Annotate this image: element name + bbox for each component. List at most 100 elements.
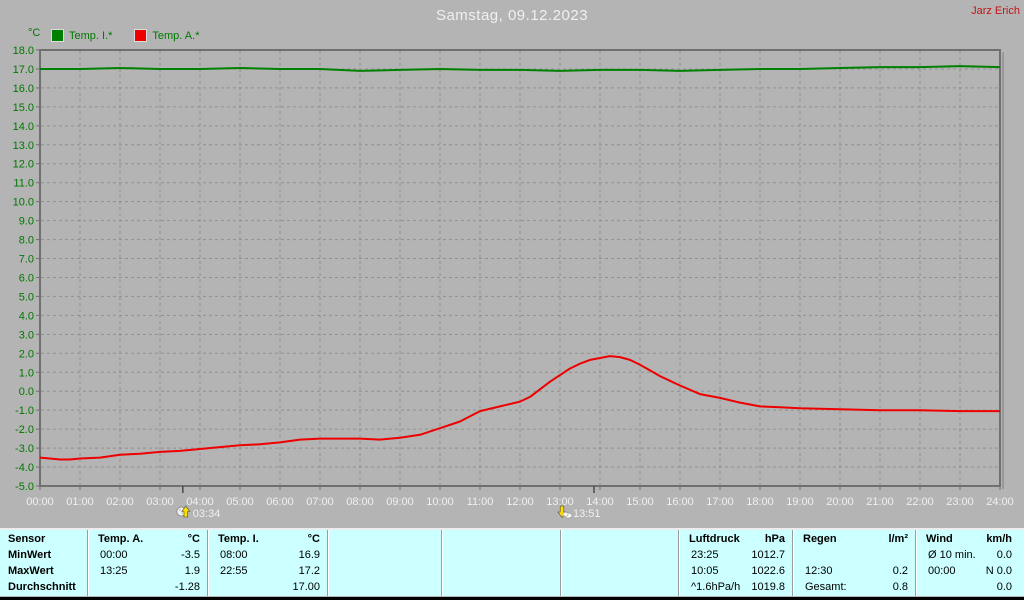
y-axis-unit-label: °C: [28, 27, 41, 39]
table-cell-time: Gesamt:: [805, 581, 847, 593]
x-axis-tick-label: 08:00: [346, 496, 374, 508]
table-col-header: Temp. A.: [98, 533, 144, 545]
table-col-unit: l/m²: [888, 533, 908, 545]
x-axis-tick-label: 24:00: [986, 496, 1014, 508]
table-col-unit: hPa: [764, 533, 785, 545]
series-line-temp-a: [39, 355, 1000, 461]
legend-item-temp-a: Temp. A.*: [134, 29, 199, 42]
table-column-separator: [87, 530, 88, 596]
table-cell-time: ^1.6hPa/h: [691, 581, 741, 593]
x-axis-tick-label: 03:00: [146, 496, 174, 508]
legend-label-temp-i: Temp. I.*: [69, 29, 113, 42]
table-cell-time: 00:00: [928, 565, 956, 577]
user-name: Jarz Erich: [971, 5, 1020, 17]
table-cell-value: N 0.0: [985, 565, 1012, 577]
y-axis-tick-label: 7.0: [19, 254, 34, 266]
x-axis-tick-label: 05:00: [226, 496, 254, 508]
table-row-label: Durchschnitt: [8, 581, 76, 593]
y-axis-tick-label: 8.0: [19, 235, 34, 247]
x-axis-tick-label: 16:00: [666, 496, 694, 508]
y-axis-tick-label: 9.0: [19, 216, 34, 228]
table-cell-value: 17.00: [292, 581, 320, 593]
table-cell-time: 23:25: [691, 549, 719, 561]
table-cell-time: 08:00: [220, 549, 248, 561]
table-col-unit: °C: [187, 533, 200, 545]
y-axis-tick-label: 18.0: [13, 45, 34, 57]
table-cell-value: 16.9: [298, 549, 320, 561]
y-axis-tick-label: 13.0: [13, 140, 34, 152]
marker-time-label: 03:34: [193, 508, 221, 520]
x-axis-tick-label: 10:00: [426, 496, 454, 508]
table-cell-value: 1022.6: [751, 565, 785, 577]
y-axis-tick-label: 0.0: [19, 386, 34, 398]
y-axis-tick-label: 11.0: [13, 178, 34, 190]
x-axis-tick-label: 01:00: [66, 496, 94, 508]
arrow-up-icon: [181, 505, 191, 518]
table-cell-value: -1.28: [174, 581, 200, 593]
table-col-unit: °C: [307, 533, 320, 545]
table-cell-time: Ø 10 min.: [928, 549, 976, 561]
table-row-label: MaxWert: [8, 565, 54, 577]
marker-time-label: 13:51: [573, 508, 601, 520]
y-axis-tick-label: 4.0: [19, 310, 34, 322]
y-axis-tick-label: 1.0: [19, 367, 34, 379]
temp-i-swatch-icon: [51, 29, 64, 42]
table-cell-value: 1019.8: [751, 581, 785, 593]
x-axis-tick-label: 23:00: [946, 496, 974, 508]
table-col-unit: km/h: [986, 533, 1012, 545]
x-axis-tick-label: 21:00: [866, 496, 894, 508]
x-axis-tick-label: 07:00: [306, 496, 334, 508]
legend-item-temp-i: Temp. I.*: [51, 29, 112, 42]
page-title: Samstag, 09.12.2023: [435, 7, 589, 24]
x-axis-tick-label: 13:00: [546, 496, 574, 508]
table-cell-value: 0.0: [996, 549, 1012, 561]
table-cell-value: 0.2: [892, 565, 908, 577]
x-axis-tick-label: 18:00: [746, 496, 774, 508]
x-axis-tick-label: 02:00: [106, 496, 134, 508]
x-axis-tick-label: 11:00: [467, 496, 494, 508]
x-axis-tick-label: 09:00: [386, 496, 414, 508]
y-axis-tick-label: 16.0: [13, 83, 34, 95]
x-axis-tick-label: 06:00: [266, 496, 294, 508]
table-column-separator: [915, 530, 916, 596]
x-axis-tick-label: 17:00: [706, 496, 734, 508]
moonrise-marker: 03:34: [176, 505, 221, 520]
moon-crater: [178, 509, 181, 511]
table-col-header: Wind: [926, 533, 953, 545]
moonset-marker: 13:51: [557, 505, 601, 520]
table-col-header: Temp. I.: [218, 533, 259, 545]
legend-label-temp-a: Temp. A.*: [152, 29, 200, 42]
table-col-header: Luftdruck: [689, 533, 740, 545]
y-axis-tick-label: 12.0: [13, 159, 34, 171]
y-axis-tick-label: 5.0: [19, 291, 34, 303]
table-cell-value: 1012.7: [751, 549, 785, 561]
temperature-chart[interactable]: 18.0 17.0 16.0 15.0 14.0 13.0 12.0 11.0 10.0 9.0 8…: [0, 0, 1024, 528]
x-axis-tick-label: 19:00: [786, 496, 814, 508]
table-column-separator: [560, 530, 561, 596]
table-cell-time: 12:30: [805, 565, 833, 577]
y-axis-tick-label: 17.0: [13, 64, 34, 76]
y-axis-tick-label: 6.0: [19, 272, 34, 284]
table-cell-value: -3.5: [181, 549, 200, 561]
table-col-header: Regen: [803, 533, 837, 545]
x-axis-tick-label: 15:00: [626, 496, 654, 508]
temp-a-swatch-icon: [134, 29, 148, 42]
y-axis-tick-label: -5.0: [15, 481, 34, 493]
table-column-separator: [327, 530, 328, 596]
y-axis-tick-label: -1.0: [15, 405, 34, 417]
table-cell-value: 1.9: [184, 565, 200, 577]
x-axis-tick-label: 22:00: [906, 496, 934, 508]
y-axis-tick-label: 3.0: [19, 329, 34, 341]
bottom-strip: [0, 597, 1024, 600]
table-cell-time: 22:55: [220, 565, 248, 577]
x-axis-tick-label: 12:00: [506, 496, 534, 508]
statistics-table: Sensor MinWert MaxWert Durchschnitt Temp. A.…: [0, 528, 1024, 596]
table-cell-time: 13:25: [100, 565, 128, 577]
table-column-separator: [207, 530, 208, 596]
y-axis-tick-label: -2.0: [15, 424, 34, 436]
chart-legend: Temp. I.* Temp. A.*: [51, 29, 199, 42]
y-axis-tick-label: -3.0: [15, 443, 34, 455]
table-column-separator: [441, 530, 442, 596]
table-cell-value: 0.0: [996, 581, 1012, 593]
table-cell-value: 0.8: [892, 581, 908, 593]
